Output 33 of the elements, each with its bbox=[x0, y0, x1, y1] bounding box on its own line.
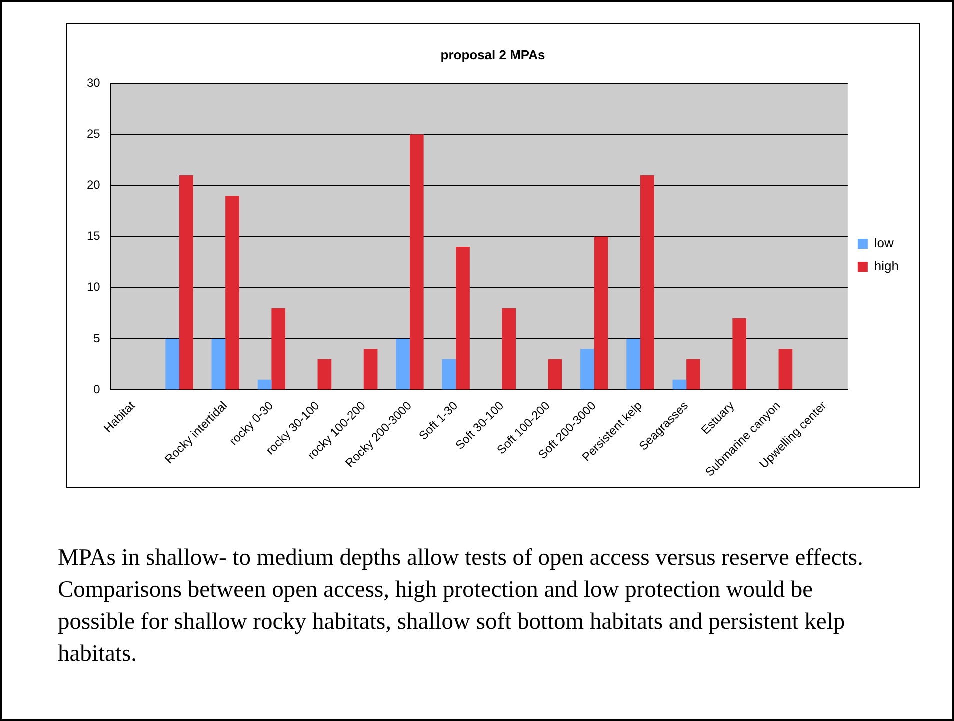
bar bbox=[778, 349, 793, 390]
y-tick-label: 0 bbox=[94, 382, 101, 396]
bar bbox=[640, 176, 654, 390]
bar bbox=[594, 236, 608, 390]
bar bbox=[226, 196, 240, 390]
bar bbox=[258, 380, 272, 390]
y-tick-label: 30 bbox=[86, 76, 101, 90]
bar bbox=[686, 359, 700, 390]
legend-label: low bbox=[874, 236, 895, 251]
bar bbox=[272, 308, 286, 390]
bar bbox=[179, 176, 194, 390]
bar bbox=[626, 338, 640, 390]
y-tick-label: 25 bbox=[86, 126, 101, 141]
legend-label: high bbox=[874, 258, 899, 274]
bar bbox=[410, 134, 424, 390]
bar bbox=[548, 359, 562, 390]
bar bbox=[166, 338, 180, 390]
bar bbox=[580, 349, 594, 390]
text: MPAs in shallow- to medium depths allow tests of open access versus reserve effects. Comparisons between open access, high protection and low protection would be possible for shallow rocky habitats, shallow soft bottom habitats and persistent kelp habitats. bbox=[58, 544, 864, 669]
bar bbox=[672, 380, 687, 390]
chart-title: proposal 2 MPAs bbox=[440, 47, 546, 62]
bar bbox=[318, 359, 332, 390]
bar bbox=[396, 338, 410, 390]
bar bbox=[732, 318, 747, 390]
y-tick-label: 5 bbox=[94, 331, 101, 346]
y-tick-label: 15 bbox=[86, 229, 101, 244]
bar bbox=[502, 308, 516, 390]
y-tick-label: 10 bbox=[86, 280, 101, 294]
y-tick-label: 20 bbox=[86, 178, 101, 192]
bar bbox=[364, 349, 378, 390]
bar bbox=[456, 247, 470, 390]
bar bbox=[442, 359, 456, 390]
bar bbox=[212, 338, 226, 390]
